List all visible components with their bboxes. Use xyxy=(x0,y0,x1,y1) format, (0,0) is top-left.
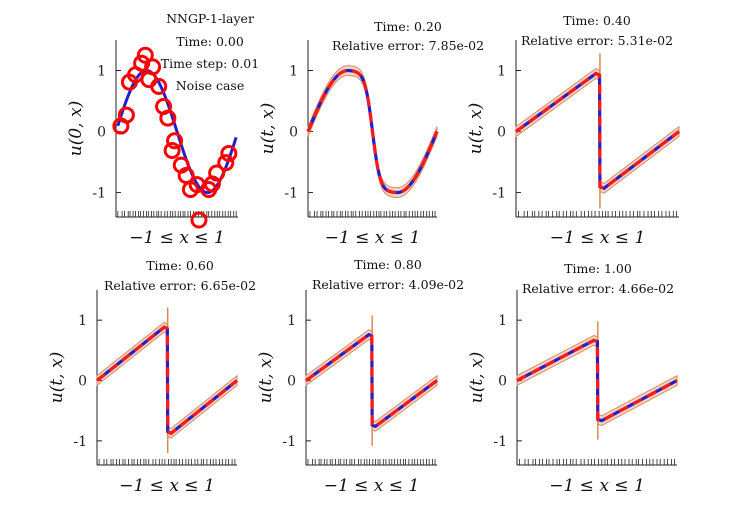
x-axis-label: −1 ≤ x ≤ 1 xyxy=(119,476,215,496)
y-tick-label: 1 xyxy=(97,64,106,80)
panel-t=0.80: -1 0 1 −1 ≤ x ≤ 1 u(t, x) Time: 0.80 Relative … xyxy=(256,257,464,496)
observation-point xyxy=(163,141,181,159)
panel-t=0.60: -1 0 1 −1 ≤ x ≤ 1 u(t, x) Time: 0.60 Relative … xyxy=(47,258,256,496)
panel-t=1.00: -1 0 1 −1 ≤ x ≤ 1 u(t, x) Time: 1.00 Relative … xyxy=(467,261,678,496)
y-tick-label: -1 xyxy=(493,434,507,450)
x-axis-label: −1 ≤ x ≤ 1 xyxy=(550,228,646,248)
panel-initial: -1 0 1 −1 ≤ x ≤ 1 u(0, x) NNGP-1-layer Time: 0… xyxy=(66,11,259,248)
y-tick-label: 1 xyxy=(289,64,298,80)
y-tick-label: -1 xyxy=(73,434,87,450)
prediction-line xyxy=(306,68,439,195)
y-axis-label: u(t, x) xyxy=(467,352,487,403)
y-axis-label: u(0, x) xyxy=(66,101,86,156)
y-tick-label: 0 xyxy=(97,125,106,141)
y-axis-label: u(t, x) xyxy=(466,103,486,154)
observation-point xyxy=(150,77,168,95)
y-tick-label: 1 xyxy=(497,64,506,80)
y-tick-label: 1 xyxy=(78,313,87,329)
x-axis-label: −1 ≤ x ≤ 1 xyxy=(325,228,421,248)
y-axis-label: u(t, x) xyxy=(47,352,67,403)
y-tick-label: 0 xyxy=(287,374,296,390)
observation-point xyxy=(217,154,235,172)
exact-solution-line xyxy=(515,71,680,191)
observation-point xyxy=(220,145,238,163)
title-line: Relative error: 4.09e-02 xyxy=(312,277,464,292)
observation-point xyxy=(117,106,135,124)
observation-point xyxy=(136,46,154,64)
title-line: Time: 0.60 xyxy=(146,258,214,273)
title-line: Time step: 0.01 xyxy=(161,56,259,71)
title-line: Noise case xyxy=(176,78,245,93)
prediction-line xyxy=(96,325,238,436)
y-tick-label: 0 xyxy=(498,374,507,390)
y-axis-label: u(t, x) xyxy=(256,352,276,403)
y-tick-label: 0 xyxy=(289,125,298,141)
prediction-line xyxy=(516,338,678,423)
x-axis-label: −1 ≤ x ≤ 1 xyxy=(129,228,225,248)
observation-point xyxy=(208,164,226,182)
prediction-line xyxy=(515,71,680,191)
y-tick-label: 1 xyxy=(287,313,296,329)
x-axis-label: −1 ≤ x ≤ 1 xyxy=(324,476,420,496)
y-tick-label: -1 xyxy=(284,186,298,202)
y-tick-label: 0 xyxy=(78,374,87,390)
title-line: Relative error: 6.65e-02 xyxy=(104,278,256,293)
prediction-line xyxy=(305,332,438,429)
title-line: Time: 1.00 xyxy=(564,261,632,276)
y-tick-label: -1 xyxy=(492,186,506,202)
uncertainty-band xyxy=(515,68,680,194)
y-tick-label: -1 xyxy=(92,186,106,202)
title-line: Relative error: 7.85e-02 xyxy=(332,38,484,53)
exact-solution-line xyxy=(305,332,438,429)
title-line: NNGP-1-layer xyxy=(166,11,254,26)
title-line: Time: 0.80 xyxy=(354,257,422,272)
panel-t=0.40: -1 0 1 −1 ≤ x ≤ 1 u(t, x) Time: 0.40 Relative … xyxy=(466,13,680,248)
y-tick-label: -1 xyxy=(282,434,296,450)
observation-point xyxy=(159,109,177,127)
observation-point xyxy=(166,132,184,150)
observation-point xyxy=(190,211,208,229)
observation-point xyxy=(144,58,162,76)
title-line: Time: 0.40 xyxy=(563,13,631,28)
y-tick-label: 0 xyxy=(497,125,506,141)
y-tick-label: 1 xyxy=(498,313,507,329)
title-line: Relative error: 5.31e-02 xyxy=(521,33,673,48)
title-line: Time: 0.20 xyxy=(374,19,442,34)
title-line: Relative error: 4.66e-02 xyxy=(522,281,674,296)
panel-t=0.20: -1 0 1 −1 ≤ x ≤ 1 u(t, x) Time: 0.20 Relative … xyxy=(258,19,484,248)
x-axis-label: −1 ≤ x ≤ 1 xyxy=(549,476,645,496)
title-line: Time: 0.00 xyxy=(176,34,244,49)
observation-point xyxy=(133,54,151,72)
y-axis-label: u(t, x) xyxy=(258,103,278,154)
